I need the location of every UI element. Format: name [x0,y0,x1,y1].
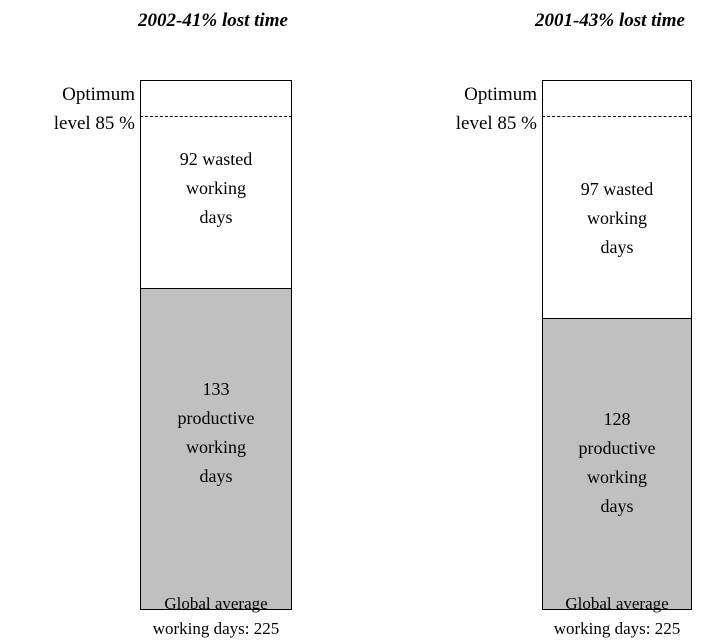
optimum-label: Optimum level 85 % [0,80,135,138]
productive-text: days [199,466,233,486]
wasted-label: 97 wasted working days [542,175,692,262]
footer-label: Global average working days: 225 [502,591,711,641]
wasted-text: days [600,237,634,257]
wasted-label: 92 wasted working days [140,145,292,232]
productive-text: productive [578,438,656,458]
productive-text: working [587,467,647,487]
productive-text: working [186,437,246,457]
panel-title: 2001-43% lost time [535,10,685,31]
footer-text: Global average [565,594,669,613]
panel-title: 2002-41% lost time [138,10,288,31]
optimum-text: Optimum [464,84,537,105]
optimum-label: Optimum level 85 % [402,80,537,138]
footer-text: working days: 225 [553,619,681,638]
footer-text: Global average [164,594,268,613]
productive-text: productive [177,408,255,428]
wasted-text: 92 wasted [179,149,253,169]
optimum-text: level 85 % [53,113,135,134]
optimum-line [140,116,292,117]
wasted-text: 97 wasted [580,179,654,199]
productive-text: days [600,496,634,516]
wasted-text: working [186,178,246,198]
productive-segment [542,318,692,610]
productive-text: 133 [202,379,230,399]
optimum-text: level 85 % [455,113,537,134]
wasted-text: days [199,207,233,227]
footer-text: working days: 225 [152,619,280,638]
productive-label: 128 productive working days [542,405,692,521]
wasted-text: working [587,208,647,228]
footer-label: Global average working days: 225 [100,591,332,641]
productive-text: 128 [603,409,631,429]
optimum-line [542,116,692,117]
optimum-text: Optimum [62,84,135,105]
productive-segment [140,288,292,610]
productive-label: 133 productive working days [140,375,292,491]
